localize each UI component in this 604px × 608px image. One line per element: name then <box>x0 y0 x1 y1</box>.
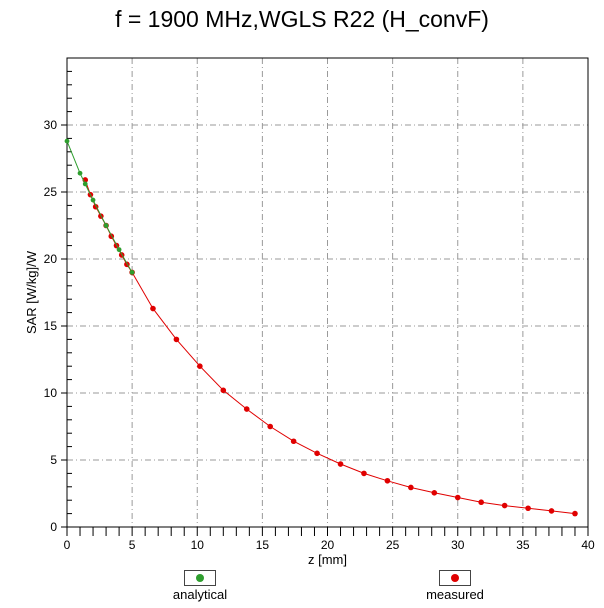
grid <box>67 58 588 527</box>
data-point-measured <box>572 510 578 517</box>
x-tick-label: 25 <box>386 538 400 552</box>
data-point-measured <box>173 336 180 343</box>
series-line-measured <box>84 179 576 515</box>
data-point-measured <box>243 406 250 412</box>
x-tick-label: 35 <box>516 538 530 552</box>
data-point-measured <box>337 461 344 467</box>
x-tick-label: 5 <box>129 538 136 552</box>
x-tick-label: 0 <box>64 538 71 552</box>
data-point-measured <box>150 305 156 312</box>
x-tick-label: 20 <box>321 538 335 552</box>
x-axis-label: z [mm] <box>308 552 347 567</box>
data-point-analytical <box>77 170 83 176</box>
series <box>64 138 578 517</box>
data-point-analytical <box>116 247 122 253</box>
data-point-measured <box>220 387 227 394</box>
y-tick-label: 30 <box>44 118 58 132</box>
data-point-measured <box>408 484 414 491</box>
data-point-measured <box>361 470 367 477</box>
data-point-measured <box>267 423 273 430</box>
x-tick-label: 15 <box>256 538 270 552</box>
y-tick-label: 25 <box>44 185 58 199</box>
y-tick-label: 10 <box>44 386 58 400</box>
data-point-measured <box>525 505 531 512</box>
data-point-measured <box>431 490 438 496</box>
x-tick-label: 10 <box>191 538 205 552</box>
data-point-measured <box>454 494 461 501</box>
legend-label-measured: measured <box>426 587 484 602</box>
data-point-analytical <box>103 223 109 228</box>
data-point-measured <box>290 438 297 445</box>
chart: 0 5 10 15 20 25 30 35 40 0 5 10 15 20 25 30 z [mm] SAR … <box>24 57 595 567</box>
y-tick-label: 5 <box>50 453 57 467</box>
legend-swatch-analytical <box>184 570 216 586</box>
y-tick-label: 0 <box>50 520 57 534</box>
tick-labels: 0 5 10 15 20 25 30 35 40 0 5 10 15 20 25 30 <box>44 118 595 552</box>
data-point-analytical <box>64 138 70 144</box>
data-point-analytical <box>82 181 88 187</box>
y-tick-label: 20 <box>44 252 58 266</box>
legend-swatch-measured <box>439 570 471 586</box>
x-tick-label: 30 <box>451 538 465 552</box>
data-point-analytical <box>90 197 96 203</box>
data-point-measured <box>314 450 320 457</box>
data-point-measured <box>548 508 555 514</box>
data-point-analytical <box>129 270 135 275</box>
data-point-measured <box>501 502 508 509</box>
data-point-measured <box>384 477 391 484</box>
legend-label-analytical: analytical <box>172 587 228 602</box>
plot-frame <box>66 57 589 528</box>
y-axis-label: SAR [W/kg]/W <box>24 250 39 334</box>
chart-title: f = 1900 MHz,WGLS R22 (H_convF) <box>115 6 489 32</box>
legend-item-analytical: analytical <box>160 570 240 602</box>
data-point-measured <box>478 499 484 506</box>
minor-ticks <box>61 70 589 536</box>
y-tick-label: 15 <box>44 319 58 333</box>
x-tick-label: 40 <box>581 538 595 552</box>
legend-item-measured: measured <box>415 570 495 602</box>
data-point-measured <box>197 363 203 370</box>
